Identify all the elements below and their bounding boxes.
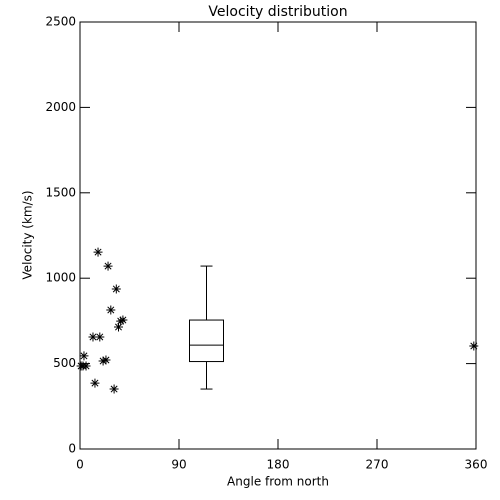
data-point	[103, 261, 113, 271]
x-tick-label: 90	[171, 458, 186, 472]
data-point	[106, 305, 116, 315]
data-point	[469, 341, 479, 351]
y-tick-label: 2000	[45, 100, 76, 114]
y-tick-label: 0	[68, 442, 76, 456]
x-tick-label: 0	[76, 458, 84, 472]
x-tick-label: 180	[267, 458, 290, 472]
data-point	[111, 284, 121, 294]
y-tick-label: 500	[53, 356, 76, 370]
y-axis-label: Velocity (km/s)	[21, 190, 35, 279]
data-point	[88, 332, 98, 342]
data-point	[114, 322, 123, 332]
x-axis-label: Angle from north	[227, 475, 329, 489]
data-point	[90, 378, 100, 388]
data-point	[101, 355, 111, 365]
data-point	[116, 316, 126, 326]
data-point	[81, 361, 91, 371]
chart-title: Velocity distribution	[208, 4, 347, 20]
x-tick-label: 360	[465, 458, 488, 472]
data-point	[118, 315, 128, 325]
y-tick-label: 1500	[45, 185, 76, 199]
box	[189, 319, 224, 363]
y-tick-label: 1000	[45, 271, 76, 285]
data-point	[98, 356, 108, 366]
y-tick-label: 2500	[45, 15, 76, 29]
data-point	[109, 384, 119, 394]
data-point	[79, 351, 89, 361]
x-tick-label: 270	[366, 458, 389, 472]
data-point	[93, 247, 103, 257]
data-point	[95, 332, 105, 342]
